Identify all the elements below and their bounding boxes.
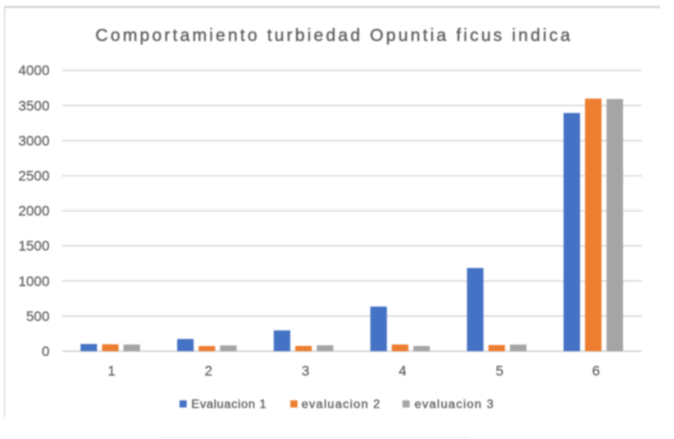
- svg-text:2000: 2000: [18, 203, 49, 219]
- svg-text:2: 2: [205, 362, 213, 378]
- svg-text:4000: 4000: [18, 62, 49, 78]
- svg-text:1: 1: [108, 362, 116, 378]
- svg-text:1500: 1500: [18, 238, 49, 254]
- svg-text:6: 6: [592, 362, 600, 378]
- svg-text:Evaluacion 1: Evaluacion 1: [191, 397, 266, 411]
- svg-text:3500: 3500: [18, 97, 49, 113]
- svg-text:1000: 1000: [18, 273, 49, 289]
- svg-text:5: 5: [496, 362, 504, 378]
- svg-text:3: 3: [302, 362, 310, 378]
- svg-text:4: 4: [399, 362, 407, 378]
- svg-text:0: 0: [42, 343, 50, 359]
- svg-text:evaluacion 2: evaluacion 2: [302, 397, 381, 411]
- svg-text:2500: 2500: [18, 168, 49, 184]
- svg-text:evaluacion 3: evaluacion 3: [415, 397, 495, 411]
- svg-text:500: 500: [26, 308, 50, 324]
- svg-text:3000: 3000: [18, 132, 49, 148]
